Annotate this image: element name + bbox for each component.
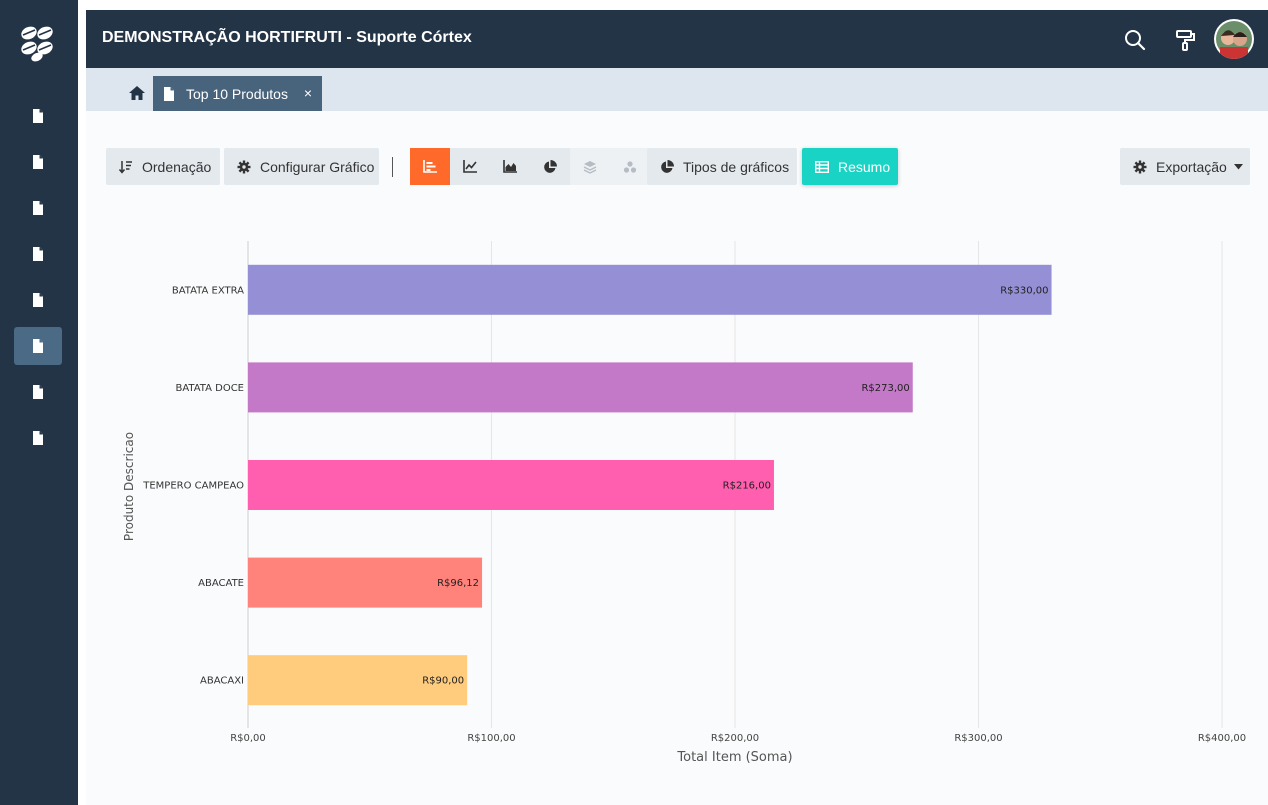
app-title: DEMONSTRAÇÃO HORTIFRUTI - Suporte Córtex [102, 29, 472, 46]
area-chart-button[interactable] [490, 148, 530, 185]
document-icon [33, 293, 43, 307]
sidebar [0, 0, 78, 805]
sidebar-item-8[interactable] [14, 419, 62, 457]
gear-icon [237, 160, 251, 173]
bar[interactable] [248, 362, 913, 413]
stacked-chart-button[interactable] [570, 148, 610, 185]
sidebar-item-3[interactable] [14, 189, 62, 227]
summary-button[interactable]: Resumo [802, 148, 898, 185]
x-tick-label: R$400,00 [1198, 733, 1246, 744]
tab-label: Top 10 Produtos [186, 85, 288, 102]
y-tick-label: BATATA EXTRA [172, 285, 244, 296]
summary-label: Resumo [838, 158, 891, 175]
bubble-chart-button[interactable] [610, 148, 650, 185]
bar-value-label: R$90,00 [422, 676, 464, 687]
y-tick-label: TEMPERO CAMPEAO [142, 481, 244, 492]
report-content: Ordenação Configurar Gráfico [86, 111, 1268, 805]
app-logo-icon[interactable] [18, 22, 58, 62]
sidebar-item-2[interactable] [14, 143, 62, 181]
x-tick-label: R$100,00 [467, 733, 515, 744]
document-icon [33, 201, 43, 215]
avatar[interactable] [1214, 19, 1254, 59]
line-chart-icon [463, 160, 477, 173]
tab-top-10-produtos[interactable]: Top 10 Produtos × [153, 76, 322, 111]
pie-chart-icon [544, 159, 557, 173]
y-axis-title: Produto Descricao [122, 432, 136, 541]
y-tick-label: ABACATE [198, 578, 244, 589]
document-icon [33, 339, 43, 353]
x-tick-label: R$0,00 [230, 733, 266, 744]
toolbar-divider [392, 157, 393, 177]
document-icon [33, 109, 43, 123]
line-chart-button[interactable] [450, 148, 490, 185]
document-icon [33, 431, 43, 445]
app-header: DEMONSTRAÇÃO HORTIFRUTI - Suporte Córtex [86, 10, 1268, 68]
sidebar-item-1[interactable] [14, 97, 62, 135]
sidebar-item-7[interactable] [14, 373, 62, 411]
bar-chart: R$0,00 R$100,00 R$200,00 R$300,00 R$400,00 BA… [122, 241, 1246, 765]
close-icon[interactable]: × [303, 85, 312, 101]
sidebar-item-6[interactable] [14, 327, 62, 365]
document-icon [33, 155, 43, 169]
home-icon[interactable] [128, 85, 146, 101]
bar[interactable] [248, 264, 1052, 315]
sort-label: Ordenação [142, 158, 212, 175]
export-button[interactable]: Exportação [1120, 148, 1250, 185]
bar[interactable] [248, 460, 774, 510]
sort-icon [119, 160, 132, 174]
export-label: Exportação [1156, 158, 1227, 175]
y-tick-label: BATATA DOCE [175, 383, 244, 394]
chart-type-group [410, 148, 650, 185]
sort-button[interactable]: Ordenação [106, 148, 220, 185]
chart-types-button[interactable]: Tipos de gráficos [647, 148, 797, 185]
sidebar-item-5[interactable] [14, 281, 62, 319]
pie-chart-button[interactable] [530, 148, 570, 185]
area-chart-icon [503, 160, 517, 173]
caret-down-icon [1233, 163, 1243, 169]
bar-chart-button[interactable] [410, 148, 450, 185]
bar-value-label: R$273,00 [861, 383, 909, 394]
paint-roller-icon[interactable] [1173, 28, 1197, 52]
pie-chart-icon [661, 159, 674, 173]
x-tick-label: R$300,00 [954, 733, 1002, 744]
chart-types-label: Tipos de gráficos [683, 158, 790, 175]
gear-icon [1133, 160, 1147, 173]
bar-value-label: R$330,00 [1000, 285, 1048, 296]
bar[interactable] [248, 655, 468, 706]
document-icon [33, 247, 43, 261]
layers-icon [583, 160, 597, 174]
document-icon [33, 385, 43, 399]
bubble-icon [623, 160, 637, 173]
tab-bar: Top 10 Produtos × [86, 68, 1268, 111]
bar-chart-icon [423, 160, 437, 173]
table-icon [815, 160, 829, 173]
search-icon[interactable] [1123, 28, 1147, 52]
bar[interactable] [248, 557, 483, 608]
x-tick-label: R$200,00 [711, 733, 759, 744]
x-axis-title: Total Item (Soma) [676, 750, 792, 765]
configure-chart-button[interactable]: Configurar Gráfico [224, 148, 379, 185]
y-tick-label: ABACAXI [200, 676, 244, 687]
bar-value-label: R$216,00 [723, 481, 771, 492]
bar-value-label: R$96,12 [437, 578, 479, 589]
document-icon [164, 86, 174, 101]
sidebar-item-4[interactable] [14, 235, 62, 273]
configure-label: Configurar Gráfico [260, 158, 375, 175]
